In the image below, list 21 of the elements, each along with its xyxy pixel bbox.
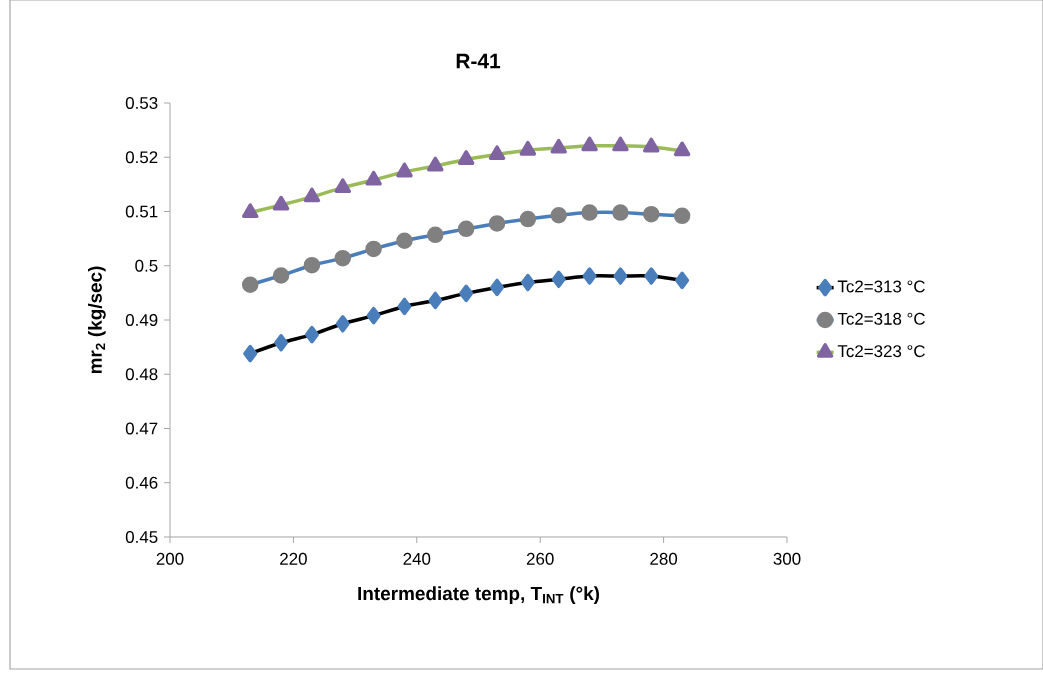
y-tick-label: 0.5 [135, 259, 158, 272]
y-tick-label: 0.52 [125, 151, 158, 164]
x-axis-title: Intermediate temp, T$_{INT}$ (°k) [358, 586, 600, 604]
y-tick-label: 0.46 [125, 476, 158, 489]
y-tick-label: 0.47 [125, 422, 158, 435]
y-tick-label: 0.51 [125, 205, 158, 218]
x-tick-label: 200 [156, 552, 184, 565]
x-tick-label: 300 [773, 552, 801, 565]
y-axis-title: mr$_{2}$ (kg/sec) [87, 266, 106, 374]
x-tick-label: 260 [526, 552, 554, 565]
x-tick-label: 240 [403, 552, 431, 565]
x-tick-label: 280 [650, 552, 678, 565]
legend-label: Tc2=318 °C [837, 312, 925, 325]
chart-title: R-41 [456, 53, 501, 69]
x-tick-label: 220 [280, 552, 307, 565]
y-tick-label: 0.45 [125, 530, 158, 543]
legend-label: Tc2=323 °C [837, 345, 925, 358]
y-tick-label: 0.53 [125, 96, 158, 109]
legend-label: Tc2=313 °C [837, 280, 925, 293]
y-tick-label: 0.49 [125, 313, 158, 326]
y-tick-label: 0.48 [125, 368, 158, 381]
